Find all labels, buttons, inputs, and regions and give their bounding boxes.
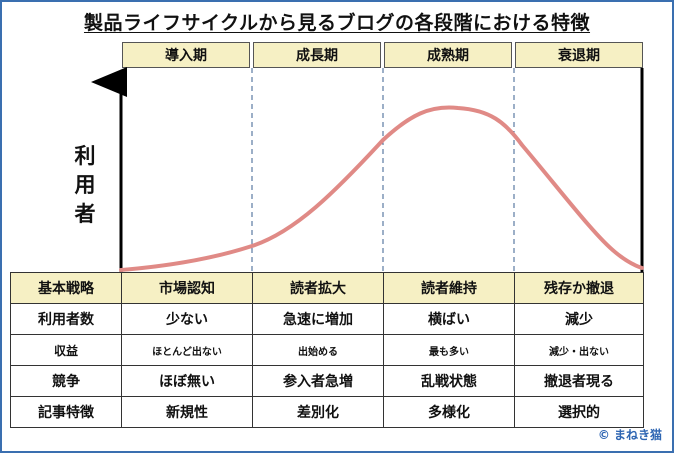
- row-label: 収益: [10, 334, 122, 366]
- table-row: 競争 ほぼ無い 参入者急増 乱戦状態 撤退者現る: [10, 365, 644, 397]
- title-text: 製品ライフサイクルから見るブログの各段階における特徴: [83, 12, 591, 34]
- table-cell: 読者拡大: [252, 272, 384, 304]
- table-cell: ほぼ無い: [121, 365, 253, 397]
- y-axis-label-char: 用: [74, 173, 96, 197]
- table-cell: 急速に増加: [252, 303, 384, 335]
- table-cell: 市場認知: [121, 272, 253, 304]
- table-cell: 最も多い: [383, 334, 515, 366]
- phase-maturity: 成熟期: [384, 42, 512, 68]
- row-label: 基本戦略: [10, 272, 122, 304]
- table-cell: 残存か撤退: [514, 272, 644, 304]
- y-axis-label-char: 利: [74, 144, 96, 168]
- row-label: 競争: [10, 365, 122, 397]
- table-row: 収益 ほとんど出ない 出始める 最も多い 減少・出ない: [10, 334, 644, 366]
- table-cell: 読者維持: [383, 272, 515, 304]
- table-cell: 新規性: [121, 396, 253, 428]
- table-cell: 減少・出ない: [514, 334, 644, 366]
- table-cell: 多様化: [383, 396, 515, 428]
- row-label: 記事特徴: [10, 396, 122, 428]
- y-axis-label: 利 用 者: [70, 142, 100, 229]
- table-cell: 少ない: [121, 303, 253, 335]
- table-cell: 差別化: [252, 396, 384, 428]
- copyright-notice: © まねき猫: [597, 428, 662, 442]
- table-row: 基本戦略 市場認知 読者拡大 読者維持 残存か撤退: [10, 272, 644, 304]
- phase-growth: 成長期: [253, 42, 381, 68]
- table-cell: 参入者急増: [252, 365, 384, 397]
- row-label: 利用者数: [10, 303, 122, 335]
- table-cell: 撤退者現る: [514, 365, 644, 397]
- table-row: 記事特徴 新規性 差別化 多様化 選択的: [10, 396, 644, 428]
- y-axis-label-char: 者: [74, 202, 96, 226]
- characteristics-table: 基本戦略 市場認知 読者拡大 読者維持 残存か撤退 利用者数 少ない 急速に増加…: [10, 272, 644, 428]
- table-row: 利用者数 少ない 急速に増加 横ばい 減少: [10, 303, 644, 335]
- table-cell: 選択的: [514, 396, 644, 428]
- table-cell: 横ばい: [383, 303, 515, 335]
- table-cell: 乱戦状態: [383, 365, 515, 397]
- table-cell: 出始める: [252, 334, 384, 366]
- table-cell: ほとんど出ない: [121, 334, 253, 366]
- lifecycle-curve: [119, 105, 644, 272]
- table-cell: 減少: [514, 303, 644, 335]
- phase-decline: 衰退期: [515, 42, 643, 68]
- phase-introduction: 導入期: [122, 42, 250, 68]
- diagram-title: 製品ライフサイクルから見るブログの各段階における特徴: [0, 8, 674, 35]
